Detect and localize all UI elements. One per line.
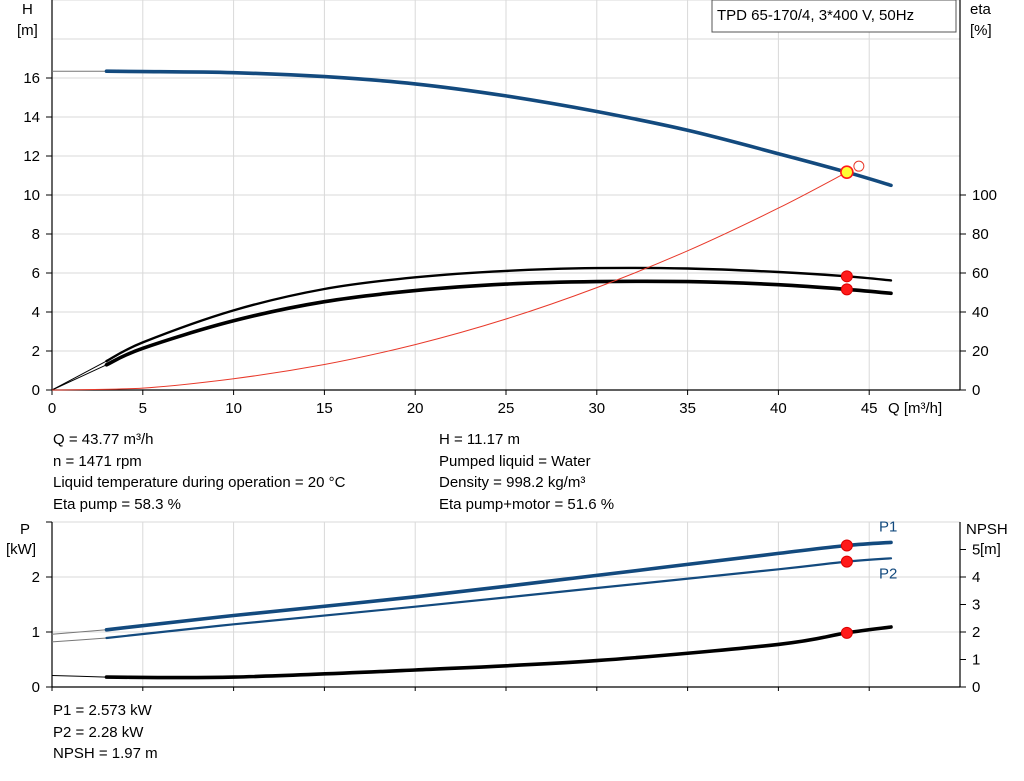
x-tick-label: 45 xyxy=(861,400,878,417)
x-tick-label: 5 xyxy=(139,400,147,417)
info-eta-pump: Eta pump = 58.3 % xyxy=(53,496,181,514)
eta-pump-motor-duty-marker xyxy=(840,283,853,296)
npsh-extension-line xyxy=(51,675,107,678)
chart-title: TPD 65-170/4, 3*400 V, 50Hz xyxy=(717,7,914,24)
npsh-curve-line xyxy=(104,625,893,680)
info-density: Density = 998.2 kg/m³ xyxy=(439,474,586,492)
x-tick-label: 10 xyxy=(225,400,242,417)
p2-curve-line xyxy=(105,557,893,640)
y-right-tick-label: 100 xyxy=(972,187,997,204)
H-curve-line xyxy=(104,69,893,188)
power-info: P1 = 2.573 kW P2 = 2.28 kW NPSH = 1.97 m xyxy=(53,700,158,765)
y-left-tick-label: 2 xyxy=(32,343,40,360)
x-tick-label: 35 xyxy=(679,400,696,417)
x-tick-label: 25 xyxy=(498,400,515,417)
y-left-tick-label: 0 xyxy=(32,679,40,696)
duty-point-head-marker xyxy=(840,165,854,179)
p2-extension-line xyxy=(51,637,107,643)
npsh-duty-marker xyxy=(840,626,853,639)
x-axis-label: Q [m³/h] xyxy=(888,400,942,417)
x-tick-label: 40 xyxy=(770,400,787,417)
y-right-tick-label: 2 xyxy=(972,624,980,641)
y-right-axis-unit: [%] xyxy=(970,22,992,39)
y-right-tick-label: 60 xyxy=(972,265,989,282)
system-curve-line xyxy=(51,171,848,391)
p2-duty-marker xyxy=(840,555,853,568)
y-right-tick-label: 20 xyxy=(972,343,989,360)
top-chart-labels: 0 5 10 15 20 25 30 35 40 45 0 2 4 6 8 10 12 14 16 0 20 40 60 80… xyxy=(17,1,997,417)
info-p1: P1 = 2.573 kW xyxy=(53,702,152,719)
eta-pump-motor-extension-line xyxy=(51,364,107,391)
y-left-tick-label: 0 xyxy=(32,382,40,399)
y-left-tick-label: 12 xyxy=(23,148,40,165)
top-chart-axes xyxy=(46,0,966,395)
y-left-axis-label: H xyxy=(22,1,33,18)
y-right-axis-label: NPSH xyxy=(966,521,1008,538)
info-p2: P2 = 2.28 kW xyxy=(53,723,144,741)
y-right-tick-label: 3 xyxy=(972,597,980,614)
info-eta-pump-motor: Eta pump+motor = 51.6 % xyxy=(439,496,615,514)
top-chart-series xyxy=(51,69,893,391)
info-head: H = 11.17 m xyxy=(439,431,521,448)
bottom-chart-axes xyxy=(46,521,966,691)
p1-legend-label: P1 xyxy=(879,518,897,535)
y-left-tick-label: 14 xyxy=(23,109,40,126)
p1-duty-marker xyxy=(840,539,853,552)
info-liquid-temperature: Liquid temperature during operation = 20… xyxy=(53,474,346,492)
duty-point-target-marker xyxy=(853,160,865,172)
x-tick-label: 30 xyxy=(588,400,605,417)
chart-title-box: TPD 65-170/4, 3*400 V, 50Hz xyxy=(711,0,957,33)
x-tick-label: 15 xyxy=(316,400,333,417)
info-flow: Q = 43.77 m³/h xyxy=(53,431,154,448)
info-speed: n = 1471 rpm xyxy=(53,452,142,470)
info-pumped-liquid: Pumped liquid = Water xyxy=(439,452,591,470)
y-right-tick-label: 0 xyxy=(972,679,980,696)
y-left-tick-label: 6 xyxy=(32,265,40,282)
y-right-tick-label: 1 xyxy=(972,652,980,669)
y-right-tick-label: 5 xyxy=(972,542,980,559)
eta-pump-extension-line xyxy=(51,360,107,391)
p2-legend-label: P2 xyxy=(879,565,897,582)
y-right-tick-label: 80 xyxy=(972,226,989,243)
eta-pump-duty-marker xyxy=(840,270,853,283)
p1-extension-line xyxy=(51,629,107,635)
y-left-tick-label: 16 xyxy=(23,70,40,87)
y-right-tick-label: 40 xyxy=(972,304,989,321)
y-right-axis-unit: [m] xyxy=(980,541,1001,558)
p1-curve-line xyxy=(104,540,893,632)
y-left-axis-unit: [m] xyxy=(17,22,38,39)
y-left-axis-label: P xyxy=(20,521,30,538)
operating-point-info-left: Q = 43.77 m³/h n = 1471 rpm Liquid tempe… xyxy=(53,429,345,516)
top-chart-grid xyxy=(51,0,960,391)
y-left-tick-label: 1 xyxy=(32,624,40,641)
info-npsh: NPSH = 1.97 m xyxy=(53,745,158,763)
y-right-axis-label: eta xyxy=(970,1,992,18)
operating-point-info-right: H = 11.17 m Pumped liquid = Water Densit… xyxy=(439,429,614,516)
eta-pump-motor-curve-line xyxy=(104,279,893,367)
bottom-chart-grid xyxy=(51,521,960,687)
y-left-axis-unit: [kW] xyxy=(6,541,36,558)
bottom-chart-labels: 0 1 2 0 1 2 3 4 5 P [kW] NPSH [m] xyxy=(6,521,1008,696)
bottom-chart-series: P1 P2 xyxy=(51,518,897,680)
eta-pump-curve-line xyxy=(105,266,893,363)
y-left-tick-label: 10 xyxy=(23,187,40,204)
y-left-tick-label: 8 xyxy=(32,226,40,243)
y-right-tick-label: 4 xyxy=(972,569,980,586)
x-tick-label: 0 xyxy=(48,400,56,417)
y-right-tick-label: 0 xyxy=(972,382,980,399)
y-left-tick-label: 4 xyxy=(32,304,40,321)
x-tick-label: 20 xyxy=(407,400,424,417)
y-left-tick-label: 2 xyxy=(32,569,40,586)
